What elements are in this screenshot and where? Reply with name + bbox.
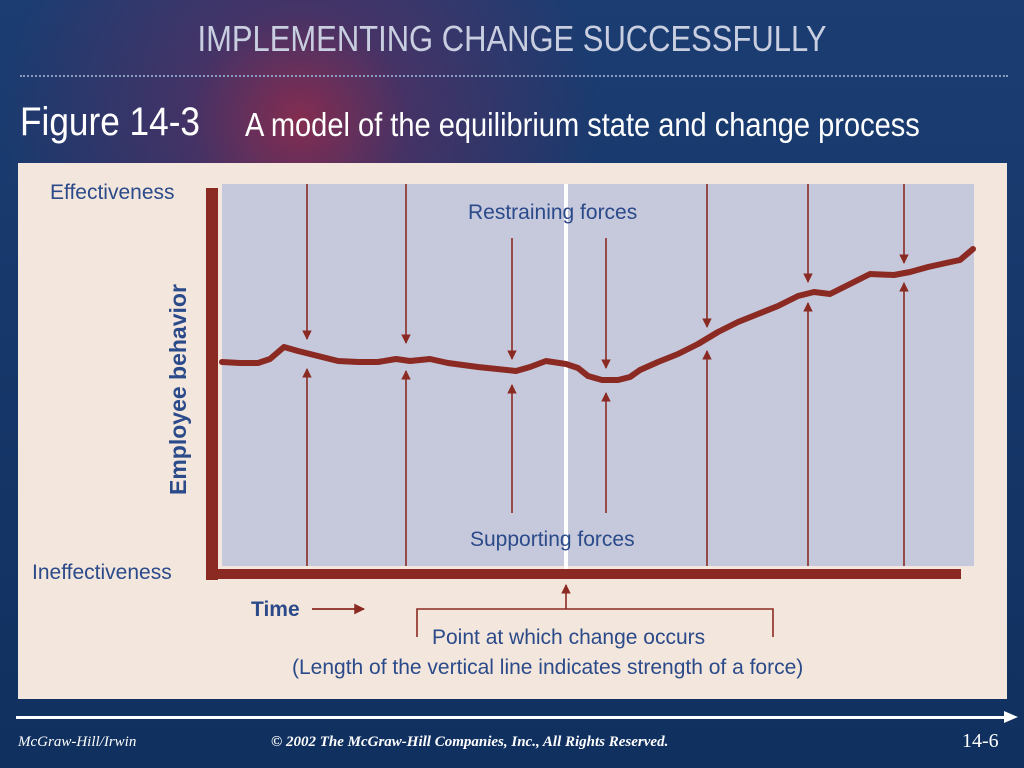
time-label: Time (251, 598, 300, 621)
supporting-forces-label: Supporting forces (470, 528, 635, 551)
slide-title: IMPLEMENTING CHANGE SUCCESSFULLY (197, 18, 827, 59)
figure-label: Figure 14-3 (20, 100, 201, 144)
figure-caption: A model of the equilibrium state and cha… (245, 106, 920, 143)
footer-publisher: McGraw-Hill/Irwin (18, 734, 137, 750)
y-axis (206, 188, 218, 580)
figure-panel: Effectiveness Ineffectiveness Employee b… (18, 163, 1007, 699)
restraining-forces (302, 184, 909, 369)
x-axis (206, 569, 961, 579)
footer-copyright: © 2002 The McGraw-Hill Companies, Inc., … (271, 734, 669, 750)
equilibrium-diagram: Effectiveness Ineffectiveness Employee b… (32, 181, 976, 679)
change-note-line2: (Length of the vertical line indicates s… (292, 656, 803, 679)
ineffectiveness-label: Ineffectiveness (32, 561, 172, 584)
title-divider (20, 75, 1008, 77)
footer-rule (16, 716, 1006, 719)
plot-area (222, 184, 974, 566)
change-note-line1: Point at which change occurs (432, 626, 705, 649)
restraining-forces-label: Restraining forces (468, 201, 637, 224)
supporting-forces (302, 282, 909, 566)
footer-page-number: 14-6 (962, 730, 999, 752)
employee-behavior-line (219, 246, 976, 383)
effectiveness-label: Effectiveness (50, 181, 175, 204)
change-point-bracket (416, 584, 774, 637)
footer-arrow-icon (1004, 711, 1018, 723)
y-axis-label: Employee behavior (165, 284, 191, 495)
